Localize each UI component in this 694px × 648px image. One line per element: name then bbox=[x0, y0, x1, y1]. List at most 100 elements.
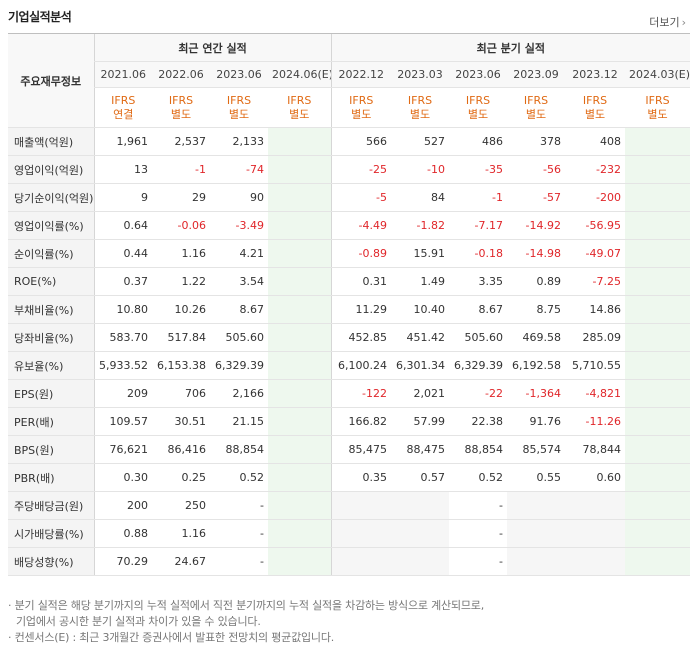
row-label: 배당성향(%) bbox=[8, 547, 94, 576]
quarter-value: -0.89 bbox=[330, 239, 392, 268]
annual-value: 90 bbox=[210, 183, 268, 212]
annual-value: 2,537 bbox=[152, 127, 210, 156]
table-row: 매출액(억원) 1,961 2,537 2,133 566 527 486 378 408 bbox=[8, 127, 691, 156]
quarter-value: 5,710.55 bbox=[565, 351, 626, 380]
more-link[interactable]: 더보기 › bbox=[649, 14, 686, 30]
quarter-value bbox=[625, 127, 691, 156]
annual-value: - bbox=[210, 491, 268, 520]
annual-value: 29 bbox=[152, 183, 210, 212]
quarter-value: 11.29 bbox=[330, 295, 392, 324]
annual-value bbox=[268, 435, 332, 464]
annual-value bbox=[268, 295, 332, 324]
annual-value: 70.29 bbox=[93, 547, 152, 576]
quarter-value: -35 bbox=[449, 155, 508, 184]
annual-period: 2024.06(E) bbox=[268, 61, 332, 88]
quarter-value bbox=[391, 519, 450, 548]
basis-standard: IFRS bbox=[287, 93, 312, 107]
quarter-period: 2023.09 bbox=[507, 61, 566, 88]
quarter-value: 6,301.34 bbox=[391, 351, 450, 380]
annual-value: 2,166 bbox=[210, 379, 268, 408]
quarter-period: 2023.12 bbox=[565, 61, 626, 88]
annual-value bbox=[268, 127, 332, 156]
annual-value bbox=[268, 155, 332, 184]
basis-standard: IFRS bbox=[523, 93, 549, 107]
quarter-value bbox=[565, 491, 626, 520]
table-row: 유보율(%) 5,933.52 6,153.38 6,329.39 6,100.24 6,… bbox=[8, 351, 691, 380]
annual-value: 200 bbox=[93, 491, 152, 520]
quarter-value: -49.07 bbox=[565, 239, 626, 268]
quarter-value: 15.91 bbox=[391, 239, 450, 268]
row-label: 부채비율(%) bbox=[8, 295, 94, 324]
quarter-value: 91.76 bbox=[507, 407, 566, 436]
quarter-value bbox=[625, 379, 691, 408]
annual-value: 706 bbox=[152, 379, 210, 408]
annual-value: 3.54 bbox=[210, 267, 268, 296]
annual-value: 0.30 bbox=[93, 463, 152, 492]
quarter-value: 8.67 bbox=[449, 295, 508, 324]
quarter-value: 78,844 bbox=[565, 435, 626, 464]
footnote-line: 기업에서 공시한 분기 실적과 차이가 있을 수 있습니다. bbox=[16, 615, 261, 628]
quarter-value: -7.25 bbox=[565, 267, 626, 296]
annual-value: - bbox=[210, 547, 268, 576]
annual-period: 2021.06 bbox=[93, 61, 152, 88]
annual-value: 0.25 bbox=[152, 463, 210, 492]
quarter-value: -0.18 bbox=[449, 239, 508, 268]
quarter-value bbox=[625, 211, 691, 240]
quarter-value bbox=[565, 547, 626, 576]
annual-value: 10.80 bbox=[93, 295, 152, 324]
basis-scope: 별도 bbox=[289, 107, 310, 121]
basis-cell: IFRS 별도 bbox=[565, 87, 626, 128]
basis-standard: IFRS bbox=[407, 93, 433, 107]
section-title: 기업실적분석 bbox=[8, 10, 72, 24]
annual-value: 86,416 bbox=[152, 435, 210, 464]
basis-scope: 별도 bbox=[228, 107, 250, 121]
basis-cell: IFRS 별도 bbox=[507, 87, 566, 128]
quarter-value: -57 bbox=[507, 183, 566, 212]
annual-value: 0.52 bbox=[210, 463, 268, 492]
annual-value: - bbox=[210, 519, 268, 548]
quarter-value: 3.35 bbox=[449, 267, 508, 296]
annual-value: 0.44 bbox=[93, 239, 152, 268]
chevron-right-icon: › bbox=[681, 16, 686, 29]
annual-value: 505.60 bbox=[210, 323, 268, 352]
quarter-period: 2022.12 bbox=[330, 61, 392, 88]
quarter-value: 566 bbox=[330, 127, 392, 156]
annual-value: 24.67 bbox=[152, 547, 210, 576]
annual-value bbox=[268, 547, 332, 576]
row-label: ROE(%) bbox=[8, 267, 94, 296]
quarter-period: 2023.06 bbox=[449, 61, 508, 88]
table-row: 영업이익(억원) 13 -1 -74 -25 -10 -35 -56 -232 bbox=[8, 155, 691, 184]
more-label[interactable]: 더보기 bbox=[649, 16, 680, 29]
basis-standard: IFRS bbox=[226, 93, 252, 107]
quarter-value bbox=[625, 183, 691, 212]
annual-value bbox=[268, 519, 332, 548]
annual-value: 2,133 bbox=[210, 127, 268, 156]
quarter-value: 8.75 bbox=[507, 295, 566, 324]
annual-value: 209 bbox=[93, 379, 152, 408]
quarter-value: 84 bbox=[391, 183, 450, 212]
basis-standard: IFRS bbox=[465, 93, 491, 107]
quarter-value: 0.60 bbox=[565, 463, 626, 492]
table-row: 주당배당금(원) 200 250- - bbox=[8, 491, 691, 520]
basis-standard: IFRS bbox=[645, 93, 670, 107]
annual-value bbox=[268, 379, 332, 408]
quarter-value: 486 bbox=[449, 127, 508, 156]
annual-value: 517.84 bbox=[152, 323, 210, 352]
quarter-value: 0.89 bbox=[507, 267, 566, 296]
quarter-value: 0.55 bbox=[507, 463, 566, 492]
quarter-period: 2023.03 bbox=[391, 61, 450, 88]
basis-cell: IFRS 별도 bbox=[625, 87, 691, 128]
basis-scope: 별도 bbox=[351, 107, 372, 121]
annual-value bbox=[268, 267, 332, 296]
table-row: 부채비율(%) 10.80 10.26 8.67 11.29 10.40 8.67 8.75 1… bbox=[8, 295, 691, 324]
quarter-value: -1 bbox=[449, 183, 508, 212]
annual-value: 76,621 bbox=[93, 435, 152, 464]
quarter-value: 378 bbox=[507, 127, 566, 156]
row-label: 유보율(%) bbox=[8, 351, 94, 380]
basis-cell: IFRS 별도 bbox=[449, 87, 508, 128]
quarter-value: 6,100.24 bbox=[330, 351, 392, 380]
annual-value: -3.49 bbox=[210, 211, 268, 240]
table-row: 배당성향(%) 70.29 24.67- - bbox=[8, 547, 691, 576]
quarter-value: -22 bbox=[449, 379, 508, 408]
quarter-value: 57.99 bbox=[391, 407, 450, 436]
